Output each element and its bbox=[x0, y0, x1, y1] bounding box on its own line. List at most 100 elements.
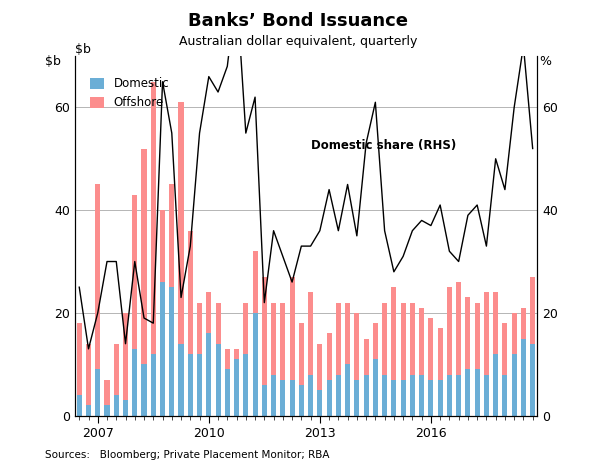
Bar bbox=[150, 354, 156, 416]
Bar bbox=[512, 354, 517, 416]
Bar bbox=[169, 184, 174, 287]
Bar bbox=[465, 369, 470, 416]
Bar bbox=[456, 375, 461, 416]
Bar bbox=[187, 354, 193, 416]
Bar bbox=[290, 277, 295, 380]
Bar bbox=[104, 380, 110, 405]
Legend: Domestic, Offshore: Domestic, Offshore bbox=[85, 73, 174, 114]
Bar bbox=[530, 277, 536, 344]
Bar bbox=[484, 375, 489, 416]
Bar bbox=[150, 82, 156, 354]
Bar bbox=[493, 292, 498, 354]
Bar bbox=[336, 375, 341, 416]
Bar bbox=[530, 344, 536, 416]
Bar bbox=[345, 303, 350, 364]
Bar bbox=[197, 303, 202, 354]
Bar bbox=[123, 400, 128, 416]
Bar bbox=[401, 380, 406, 416]
Bar bbox=[447, 375, 452, 416]
Bar bbox=[243, 303, 248, 354]
Bar bbox=[113, 344, 119, 395]
Bar bbox=[187, 231, 193, 354]
Bar bbox=[234, 349, 239, 359]
Bar bbox=[512, 313, 517, 354]
Bar bbox=[141, 364, 147, 416]
Bar bbox=[317, 344, 322, 390]
Bar bbox=[253, 251, 258, 313]
Bar bbox=[95, 184, 100, 369]
Bar bbox=[86, 405, 91, 416]
Bar bbox=[364, 339, 369, 375]
Text: Banks’ Bond Issuance: Banks’ Bond Issuance bbox=[189, 12, 408, 30]
Bar bbox=[456, 282, 461, 375]
Bar bbox=[438, 328, 443, 380]
Bar bbox=[160, 210, 165, 282]
Bar bbox=[206, 333, 211, 416]
Bar bbox=[493, 354, 498, 416]
Bar bbox=[373, 359, 378, 416]
Bar bbox=[132, 195, 137, 349]
Bar bbox=[298, 385, 304, 416]
Bar bbox=[354, 313, 359, 380]
Bar bbox=[234, 359, 239, 416]
Bar bbox=[76, 323, 82, 395]
Bar bbox=[428, 318, 433, 380]
Bar bbox=[224, 369, 230, 416]
Bar bbox=[465, 297, 470, 369]
Bar bbox=[224, 349, 230, 369]
Bar bbox=[308, 375, 313, 416]
Bar bbox=[271, 303, 276, 375]
Bar bbox=[104, 405, 110, 416]
Bar bbox=[419, 308, 424, 375]
Bar bbox=[253, 313, 258, 416]
Bar bbox=[169, 287, 174, 416]
Bar bbox=[243, 354, 248, 416]
Bar bbox=[382, 303, 387, 375]
Bar bbox=[364, 375, 369, 416]
Bar bbox=[113, 395, 119, 416]
Bar bbox=[419, 375, 424, 416]
Bar bbox=[354, 380, 359, 416]
Bar bbox=[271, 375, 276, 416]
Bar bbox=[132, 349, 137, 416]
Bar bbox=[179, 344, 184, 416]
Bar bbox=[160, 282, 165, 416]
Bar bbox=[95, 369, 100, 416]
Bar bbox=[438, 380, 443, 416]
Bar bbox=[410, 303, 415, 375]
Bar bbox=[327, 380, 332, 416]
Bar bbox=[502, 375, 507, 416]
Bar bbox=[290, 380, 295, 416]
Bar bbox=[521, 308, 526, 339]
Text: $b: $b bbox=[45, 55, 61, 68]
Bar bbox=[317, 390, 322, 416]
Text: $b: $b bbox=[75, 43, 91, 56]
Bar bbox=[308, 292, 313, 375]
Bar bbox=[336, 303, 341, 375]
Bar bbox=[261, 385, 267, 416]
Bar bbox=[475, 303, 480, 369]
Bar bbox=[345, 364, 350, 416]
Bar bbox=[502, 323, 507, 375]
Bar bbox=[86, 344, 91, 405]
Bar bbox=[298, 323, 304, 385]
Bar bbox=[327, 333, 332, 380]
Bar bbox=[216, 344, 221, 416]
Bar bbox=[280, 380, 285, 416]
Bar bbox=[261, 277, 267, 385]
Text: Domestic share (RHS): Domestic share (RHS) bbox=[310, 139, 456, 151]
Bar bbox=[373, 323, 378, 359]
Text: Sources:   Bloomberg; Private Placement Monitor; RBA: Sources: Bloomberg; Private Placement Mo… bbox=[45, 450, 330, 460]
Bar bbox=[206, 292, 211, 333]
Bar bbox=[141, 149, 147, 364]
Bar bbox=[484, 292, 489, 375]
Text: Australian dollar equivalent, quarterly: Australian dollar equivalent, quarterly bbox=[179, 35, 418, 48]
Bar bbox=[216, 303, 221, 344]
Bar bbox=[428, 380, 433, 416]
Bar bbox=[410, 375, 415, 416]
Bar bbox=[475, 369, 480, 416]
Bar bbox=[401, 303, 406, 380]
Bar bbox=[391, 380, 396, 416]
Bar bbox=[391, 287, 396, 380]
Text: %: % bbox=[539, 55, 551, 68]
